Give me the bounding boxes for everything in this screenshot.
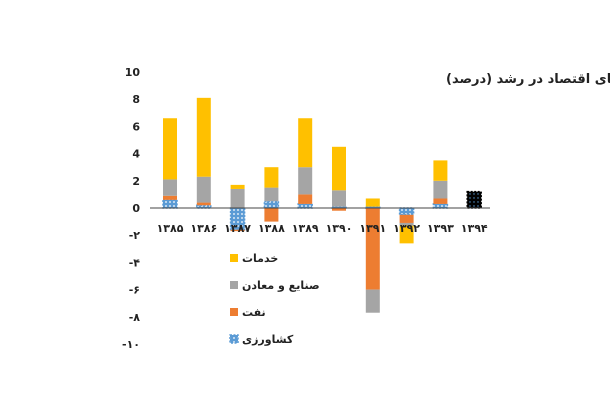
bar-segment <box>332 190 346 207</box>
bar-segment <box>162 199 178 209</box>
y-tick-label: 4 <box>132 148 140 161</box>
bar-segment <box>263 200 280 209</box>
x-tick-label: ۱۳۸۷ <box>224 222 251 235</box>
bar-segment <box>230 229 245 232</box>
x-tick-label: ۱۳۹۲ <box>393 222 420 235</box>
bar-segment <box>163 195 177 200</box>
y-tick-label: -۸ <box>129 311 141 324</box>
bar-segment <box>297 203 313 209</box>
bar-segment <box>298 194 313 204</box>
bar-segment <box>365 208 380 290</box>
bar-segment <box>230 184 245 189</box>
bar-segment <box>365 289 380 313</box>
bar-segment <box>230 188 245 208</box>
chart-title: نمودار ۶- مشارکت بخش‌های اقتصاد در رشد (… <box>446 72 610 87</box>
bar-segment <box>433 198 448 204</box>
bar-segment <box>264 187 279 202</box>
bar-segment <box>433 160 448 181</box>
bar-segment <box>433 180 448 199</box>
bar-segment <box>399 222 414 226</box>
bar-segment <box>196 202 211 206</box>
bar-segment <box>399 214 414 223</box>
x-tick-label: ۱۳۸۶ <box>190 222 217 235</box>
legend-swatch <box>230 254 238 262</box>
bar-segment <box>332 208 346 211</box>
bar-segment <box>399 225 414 244</box>
bar-segment <box>264 167 279 188</box>
bar-segment <box>298 167 313 195</box>
y-tick-label: 6 <box>132 120 140 133</box>
x-tick-label: ۱۳۹۳ <box>427 222 454 235</box>
legend-swatch <box>230 308 238 316</box>
bar-segment <box>332 146 346 191</box>
x-tick-label: ۱۳۹۱ <box>359 222 386 235</box>
bar-segment <box>264 208 279 222</box>
x-tick-label: ۱۳۹۰ <box>326 222 353 235</box>
y-tick-label: -۲ <box>129 229 141 242</box>
legend-label: صنایع و معادن <box>242 279 320 292</box>
legend: خدمات صنایع و معادن نفت کشاورزی <box>229 252 320 346</box>
y-axis: -۱۰ -۸ -۶ -۴ -۲ 0 2 4 6 8 10 <box>122 66 140 351</box>
x-tick-label: ۱۳۸۸ <box>258 222 285 235</box>
bar-segment <box>163 118 177 180</box>
bar-segment <box>163 179 177 196</box>
legend-label: خدمات <box>242 252 278 265</box>
legend-label: کشاورزی <box>242 333 294 346</box>
legend-label: نفت <box>242 306 266 319</box>
bars-group <box>162 97 482 313</box>
bar-segment <box>196 176 211 203</box>
x-tick-label: ۱۳۸۵ <box>157 222 184 235</box>
x-tick-label: ۱۳۹۴ <box>461 222 488 235</box>
y-tick-label: 2 <box>132 175 140 188</box>
legend-swatch <box>229 334 239 344</box>
x-tick-label: ۱۳۸۹ <box>292 222 319 235</box>
bar-segment <box>398 207 415 216</box>
x-axis: ۱۳۸۵ ۱۳۸۶ ۱۳۸۷ ۱۳۸۸ ۱۳۸۹ ۱۳۹۰ ۱۳۹۱ ۱۳۹۲ ۱۳۹۳ ۱۳۹۴ <box>150 207 490 235</box>
y-tick-label: -۶ <box>129 284 140 297</box>
legend-swatch <box>230 281 238 289</box>
bar-segment <box>365 198 380 207</box>
bar-segment <box>298 118 313 168</box>
y-tick-label: 8 <box>132 93 140 106</box>
bar-segment <box>432 203 449 209</box>
y-tick-label: 10 <box>125 66 141 79</box>
y-tick-label: 0 <box>132 202 140 215</box>
y-tick-label: -۴ <box>129 256 141 269</box>
bar-segment <box>466 190 482 209</box>
y-tick-label: -۱۰ <box>122 338 140 351</box>
bar-segment <box>196 97 211 177</box>
